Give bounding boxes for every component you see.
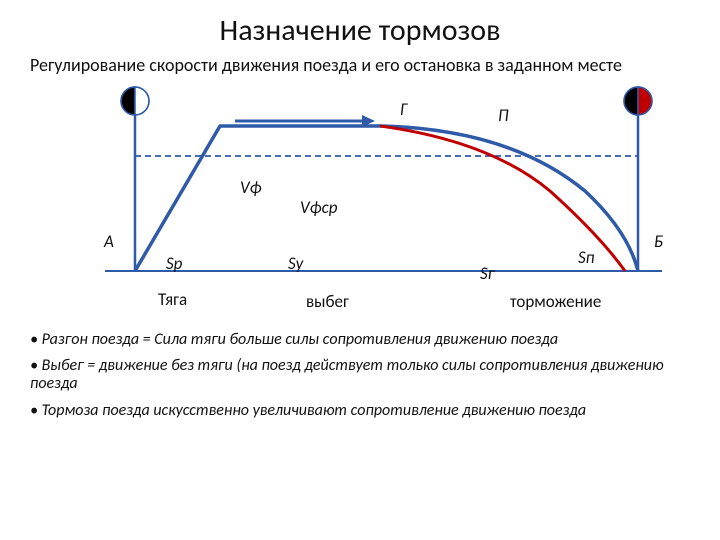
- label-vf: Vф: [240, 177, 262, 198]
- page-title: Назначение тормозов: [30, 12, 690, 49]
- label-sp: Sр: [166, 253, 182, 274]
- subtitle: Регулирование скорости движения поезда и…: [30, 55, 690, 77]
- label-sg: Sг: [480, 263, 495, 284]
- bullet-2: • Выбег = движение без тяги (на поезд де…: [30, 357, 690, 394]
- label-vfsr: Vфср: [300, 197, 337, 218]
- bullets: • Разгон поезда = Сила тяги больше силы …: [30, 331, 690, 421]
- speed-diagram: Г П Vф Vфср А Б Sр Sу Sг Sп Тяга выбег т…: [30, 81, 690, 321]
- label-g: Г: [400, 99, 407, 120]
- label-a: А: [104, 231, 114, 252]
- label-sy: Sу: [288, 253, 303, 274]
- label-tyaga: Тяга: [158, 289, 187, 310]
- label-vybeg: выбег: [306, 291, 349, 312]
- label-p: П: [498, 105, 509, 126]
- label-sp2: Sп: [578, 247, 595, 268]
- label-b: Б: [654, 231, 663, 252]
- label-tormozh: торможение: [510, 291, 601, 312]
- bullet-3: • Тормоза поезда искусственно увеличиваю…: [30, 402, 690, 420]
- bullet-1: • Разгон поезда = Сила тяги больше силы …: [30, 331, 690, 349]
